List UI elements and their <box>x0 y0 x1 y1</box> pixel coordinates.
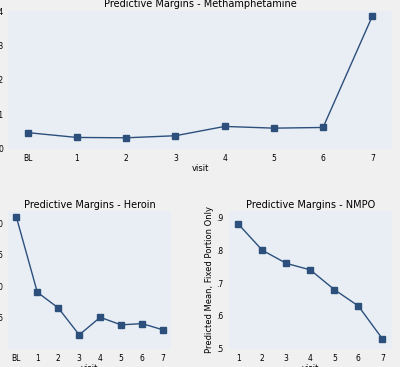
X-axis label: visit: visit <box>191 164 209 173</box>
X-axis label: visit: visit <box>302 364 319 367</box>
Title: Predictive Margins - Heroin: Predictive Margins - Heroin <box>24 200 156 210</box>
X-axis label: visit: visit <box>81 364 98 367</box>
Y-axis label: Predicted Mean, Fixed Portion Only: Predicted Mean, Fixed Portion Only <box>205 206 214 353</box>
Title: Predictive Margins - NMPO: Predictive Margins - NMPO <box>246 200 375 210</box>
Title: Predictive Margins - Methamphetamine: Predictive Margins - Methamphetamine <box>104 0 296 9</box>
